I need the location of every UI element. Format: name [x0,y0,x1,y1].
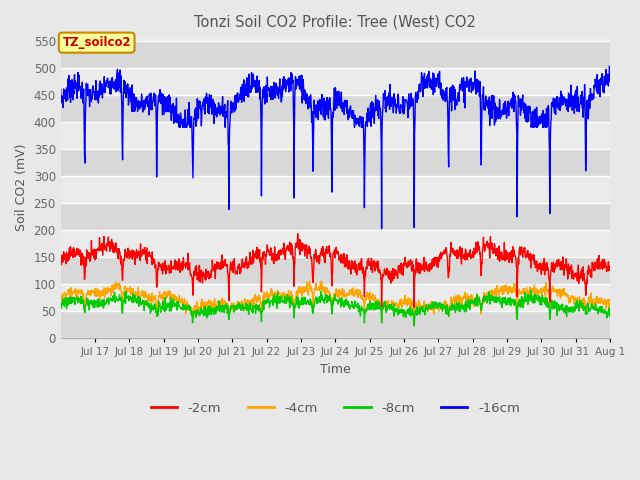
Bar [61,176,610,203]
Bar [61,312,610,338]
Bar [61,284,610,312]
Bar [61,95,610,122]
Y-axis label: Soil CO2 (mV): Soil CO2 (mV) [15,143,28,230]
Title: Tonzi Soil CO2 Profile: Tree (West) CO2: Tonzi Soil CO2 Profile: Tree (West) CO2 [195,15,476,30]
Bar [61,122,610,149]
Legend: -2cm, -4cm, -8cm, -16cm: -2cm, -4cm, -8cm, -16cm [145,396,525,420]
Bar [61,68,610,95]
Bar [61,257,610,284]
Text: TZ_soilco2: TZ_soilco2 [62,36,131,49]
Bar [61,203,610,230]
Bar [61,230,610,257]
Bar [61,149,610,176]
X-axis label: Time: Time [320,363,351,376]
Bar [61,41,610,68]
